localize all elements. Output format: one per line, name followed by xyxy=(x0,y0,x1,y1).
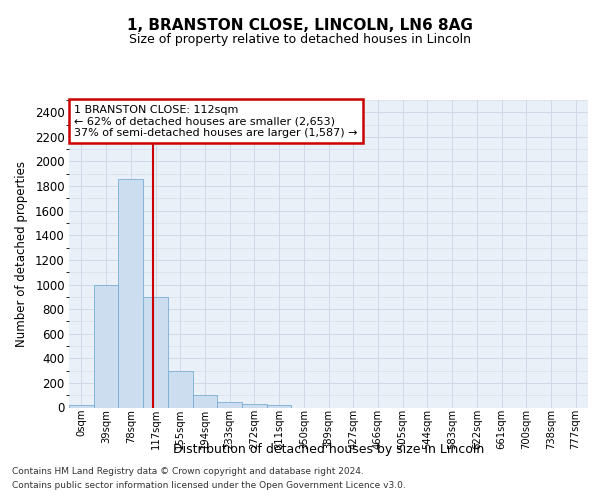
Bar xyxy=(94,284,118,408)
Text: Size of property relative to detached houses in Lincoln: Size of property relative to detached ho… xyxy=(129,32,471,46)
Text: 1 BRANSTON CLOSE: 112sqm
← 62% of detached houses are smaller (2,653)
37% of sem: 1 BRANSTON CLOSE: 112sqm ← 62% of detach… xyxy=(74,104,358,138)
Text: Contains HM Land Registry data © Crown copyright and database right 2024.: Contains HM Land Registry data © Crown c… xyxy=(12,468,364,476)
Bar xyxy=(118,178,143,408)
Bar xyxy=(168,370,193,408)
Text: Distribution of detached houses by size in Lincoln: Distribution of detached houses by size … xyxy=(173,442,484,456)
Bar xyxy=(193,395,217,407)
Bar xyxy=(267,405,292,407)
Bar xyxy=(217,402,242,407)
Y-axis label: Number of detached properties: Number of detached properties xyxy=(15,161,28,347)
Text: 1, BRANSTON CLOSE, LINCOLN, LN6 8AG: 1, BRANSTON CLOSE, LINCOLN, LN6 8AG xyxy=(127,18,473,34)
Bar xyxy=(242,404,267,407)
Bar xyxy=(69,405,94,407)
Text: Contains public sector information licensed under the Open Government Licence v3: Contains public sector information licen… xyxy=(12,481,406,490)
Bar xyxy=(143,297,168,408)
